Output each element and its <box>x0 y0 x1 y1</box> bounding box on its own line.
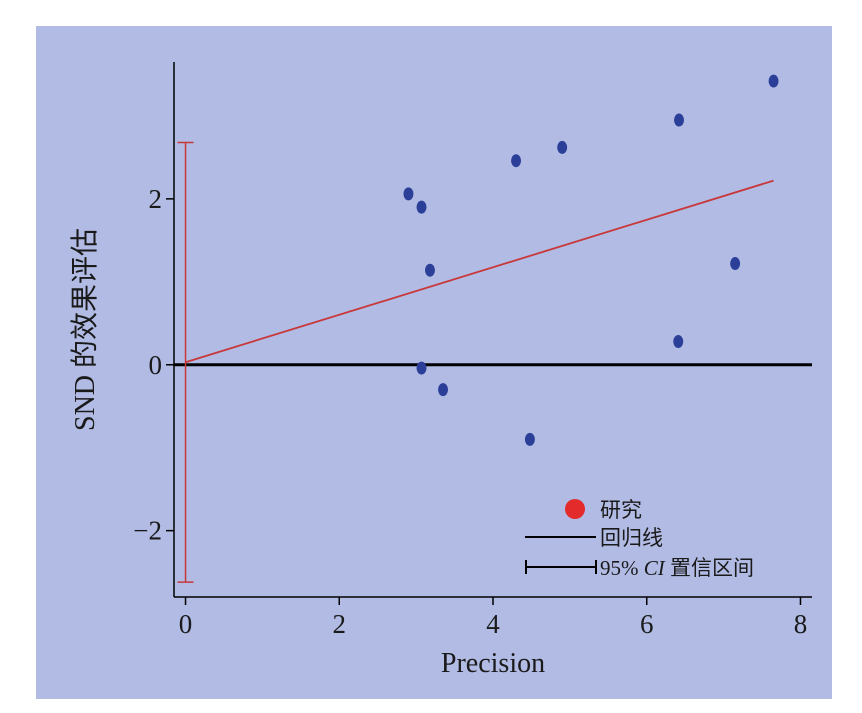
data-point <box>511 154 522 168</box>
y-tick-label: 2 <box>149 184 163 214</box>
legend-label-ci: 95% CI 置信区间 <box>600 556 754 580</box>
data-point <box>730 257 741 271</box>
data-points <box>403 74 779 446</box>
data-point <box>674 113 685 127</box>
x-axis-title: Precision <box>441 648 545 679</box>
data-point <box>424 263 435 277</box>
x-tick-label: 8 <box>794 609 808 639</box>
y-axis-title: SND 的效果评估 <box>69 228 101 431</box>
regression-line <box>185 179 774 364</box>
data-point <box>416 200 427 214</box>
legend-ci-prefix: 95% <box>600 556 644 580</box>
x-tick-label: 2 <box>333 609 347 639</box>
axis-ticks: 0 2 4 6 8 −2 0 2 <box>133 184 807 639</box>
data-point <box>416 361 427 375</box>
y-tick-label: −2 <box>133 516 162 546</box>
data-point <box>524 432 535 446</box>
data-point <box>557 140 568 154</box>
data-point <box>673 335 684 349</box>
x-tick-label: 0 <box>179 609 193 639</box>
legend-label-regression: 回归线 <box>600 526 663 550</box>
data-point <box>768 74 779 88</box>
legend-marker-ci <box>525 560 597 574</box>
legend-label-study: 研究 <box>600 498 642 522</box>
reference-lines <box>174 141 812 583</box>
legend-marker-study <box>565 499 585 519</box>
scatter-chart: 0 2 4 6 8 −2 0 2 Precision SND 的效果评估 研究 回归线 95%… <box>69 62 812 679</box>
data-point <box>403 187 414 201</box>
legend: 研究 回归线 95% CI 置信区间 <box>525 498 754 580</box>
y-tick-label: 0 <box>149 350 163 380</box>
figure-panel: 0 2 4 6 8 −2 0 2 Precision SND 的效果评估 研究 回归线 95%… <box>36 26 832 699</box>
x-tick-label: 6 <box>640 609 654 639</box>
legend-ci-italic: CI <box>644 556 666 580</box>
legend-ci-suffix: 置信区间 <box>665 556 754 580</box>
axes <box>173 62 812 598</box>
data-point <box>438 383 449 397</box>
x-tick-label: 4 <box>486 609 500 639</box>
